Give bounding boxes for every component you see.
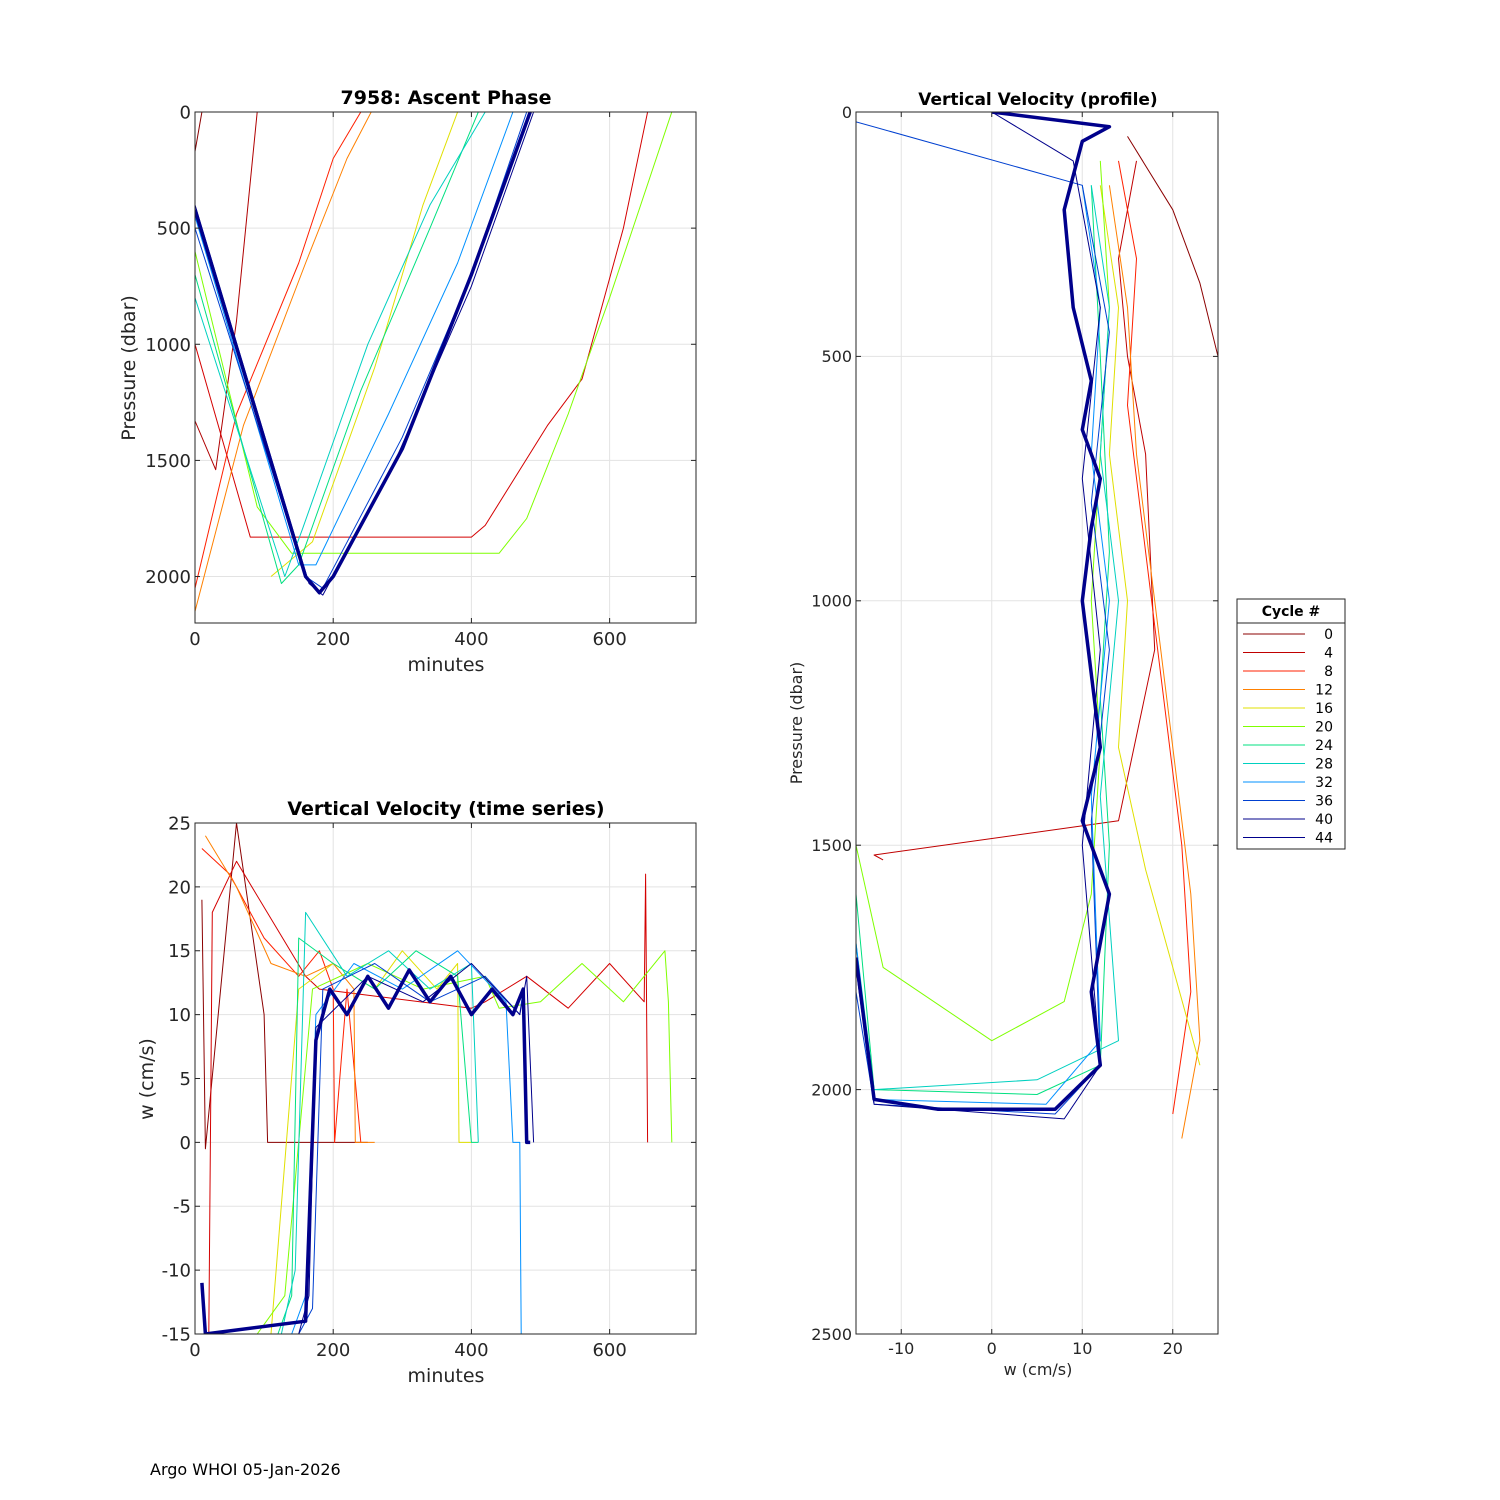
vprof-axes-frame [855, 111, 1219, 1335]
vprof-title: Vertical Velocity (profile) [918, 90, 1157, 110]
vprof-xtick-label-2: 10 [1072, 1339, 1092, 1358]
ascent-axes-frame [194, 111, 697, 624]
vts-ytick-label-5: 10 [168, 1005, 191, 1026]
legend-label-36: 36 [1315, 794, 1333, 810]
vts-xtick-label-2: 400 [454, 1340, 488, 1361]
vts-ytick-label-8: 25 [168, 813, 191, 834]
vts-series-8 [201, 848, 362, 1143]
vts-title: Vertical Velocity (time series) [287, 798, 604, 820]
vprof-series-12 [1108, 185, 1201, 1139]
ascent-series-28 [195, 112, 486, 577]
ascent-series-12 [195, 112, 372, 612]
vprof-ytick-label-5: 2500 [811, 1325, 852, 1344]
ascent-ytick-label-4: 2000 [145, 567, 191, 588]
vprof-series-16 [1099, 185, 1201, 1066]
vprof-series-0 [1127, 136, 1218, 357]
vts-ytick-label-0: -15 [162, 1324, 191, 1345]
vts-xtick-label-1: 200 [316, 1340, 350, 1361]
velocity-timeseries-chart: 0 200 400 600 -15 -10 -5 0 5 10 15 20 25 Vertical Ve… [136, 798, 697, 1387]
vprof-ytick-label-0: 0 [842, 103, 852, 122]
vts-ytick-label-1: -10 [162, 1261, 191, 1282]
ascent-xtick-label-2: 400 [454, 629, 488, 650]
vprof-xlabel: w (cm/s) [1004, 1360, 1073, 1379]
ascent-ticks: 0 200 400 600 0 500 1000 1500 2000 [145, 102, 696, 650]
ascent-series-4 [195, 112, 649, 538]
vprof-xtick-label-0: -10 [888, 1339, 914, 1358]
ascent-series-8 [195, 112, 362, 589]
ascent-ytick-label-0: 0 [180, 102, 191, 123]
ascent-ytick-label-2: 1000 [145, 335, 191, 356]
vts-series-20 [256, 950, 673, 1334]
legend-label-28: 28 [1315, 757, 1333, 773]
legend-label-24: 24 [1315, 738, 1333, 754]
legend-label-40: 40 [1315, 812, 1333, 828]
ascent-xtick-label-0: 0 [189, 629, 200, 650]
ascent-series-44 [195, 112, 532, 595]
vts-series-0 [201, 823, 368, 1150]
vts-series-lines [200, 823, 673, 1334]
legend-label-32: 32 [1315, 775, 1333, 791]
legend-label-12: 12 [1315, 683, 1333, 699]
legend-box [1236, 598, 1346, 850]
vts-ytick-label-6: 15 [168, 941, 191, 962]
legend-label-20: 20 [1315, 720, 1333, 736]
vprof-ylabel: Pressure (dbar) [787, 662, 806, 785]
legend-title: Cycle # [1262, 604, 1321, 620]
vprof-series-24 [856, 185, 1110, 1095]
legend-label-4: 4 [1324, 646, 1333, 662]
footer-credit: Argo WHOI 05-Jan-2026 [150, 1460, 341, 1479]
ascent-ytick-label-3: 1500 [145, 451, 191, 472]
ascent-xtick-label-3: 600 [592, 629, 626, 650]
ascent-series-0 [195, 112, 258, 152]
vprof-series-4 [873, 160, 1156, 861]
vprof-ytick-label-2: 1000 [811, 592, 852, 611]
legend-entries: 0 4 8 12 16 20 24 28 32 36 40 44 [1243, 627, 1333, 847]
ascent-series-32 [195, 112, 514, 566]
vts-xtick-label-3: 600 [592, 1340, 626, 1361]
vts-series-12 [204, 835, 375, 1143]
vprof-ytick-label-3: 1500 [811, 836, 852, 855]
vts-xtick-label-0: 0 [189, 1340, 200, 1361]
vprof-ytick-label-4: 2000 [811, 1080, 852, 1099]
legend-label-8: 8 [1324, 664, 1333, 680]
vts-ytick-label-7: 20 [168, 877, 191, 898]
vprof-ticks: -10 0 10 20 0 500 1000 1500 2000 2500 [811, 103, 1218, 1358]
legend-label-16: 16 [1315, 701, 1333, 717]
ascent-xtick-label-1: 200 [316, 629, 350, 650]
vprof-series-44 [856, 112, 1112, 1111]
legend-label-44: 44 [1315, 831, 1333, 847]
vts-series-4 [208, 860, 649, 1334]
ascent-xlabel: minutes [408, 654, 485, 676]
legend-label-0: 0 [1324, 627, 1333, 643]
ascent-ytick-label-1: 500 [157, 219, 191, 240]
ascent-title: 7958: Ascent Phase [341, 87, 552, 109]
cycle-legend: Cycle # 0 4 8 12 16 20 24 28 32 36 40 44 [1236, 598, 1346, 850]
vts-xlabel: minutes [408, 1365, 485, 1387]
vprof-series-8 [1118, 160, 1192, 1115]
vprof-xtick-label-1: 0 [987, 1339, 997, 1358]
ascent-series-24 [195, 112, 479, 584]
vts-ylabel: w (cm/s) [136, 1038, 158, 1120]
vprof-series-40 [856, 112, 1101, 1120]
velocity-profile-chart: -10 0 10 20 0 500 1000 1500 2000 2500 Vertical Ve… [787, 90, 1219, 1379]
ascent-series-20 [195, 112, 673, 554]
ascent-series-lines [195, 112, 673, 612]
vts-ytick-label-3: 0 [180, 1133, 191, 1154]
vts-ytick-label-4: 5 [180, 1069, 191, 1090]
vts-ytick-label-2: -5 [173, 1197, 191, 1218]
vprof-series-lines [856, 112, 1218, 1139]
ascent-ylabel: Pressure (dbar) [118, 295, 140, 441]
ascent-phase-chart: 0 200 400 600 0 500 1000 1500 2000 7958: Ascent … [118, 87, 697, 676]
vts-series-16 [270, 950, 472, 1334]
vts-series-28 [280, 911, 479, 1334]
vts-ticks: 0 200 400 600 -15 -10 -5 0 5 10 15 20 25 [162, 813, 696, 1361]
vprof-xtick-label-3: 20 [1163, 1339, 1183, 1358]
vts-series-44 [200, 968, 531, 1334]
vprof-series-32 [856, 185, 1110, 1105]
vprof-ytick-label-1: 500 [821, 347, 852, 366]
